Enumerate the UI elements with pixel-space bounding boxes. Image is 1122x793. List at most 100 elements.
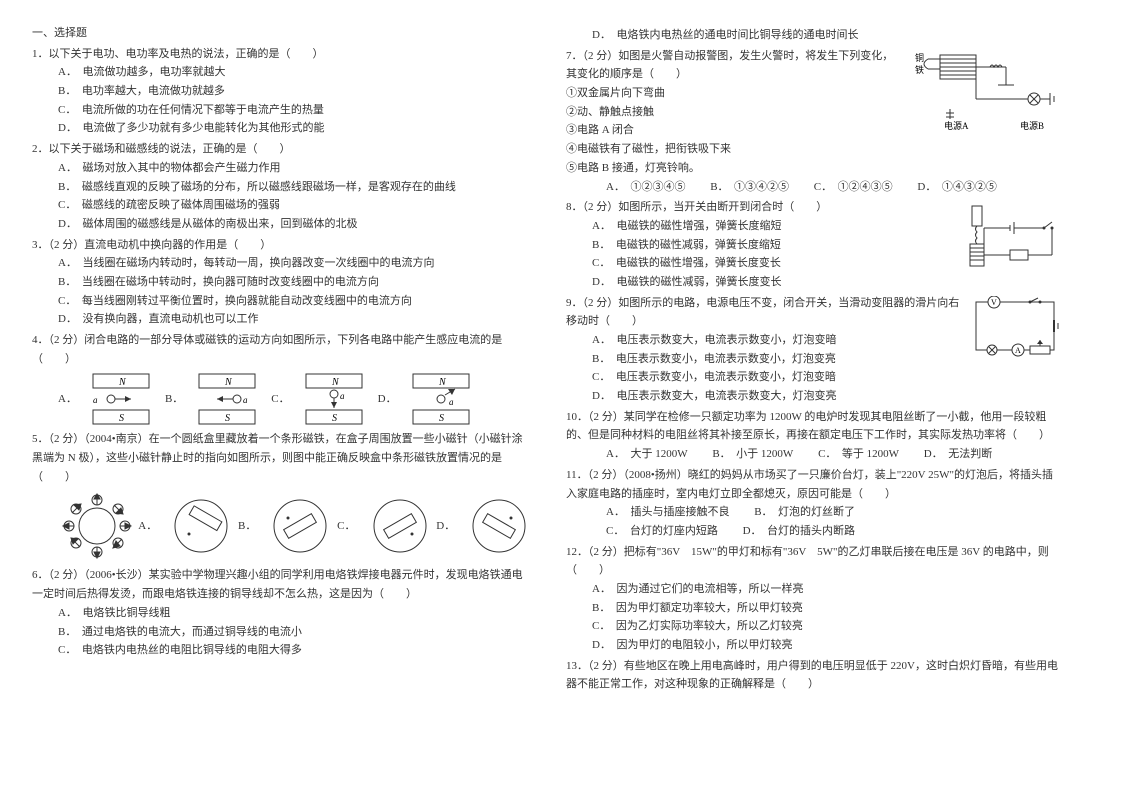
svg-text:S: S: [225, 413, 230, 424]
opt-c: C． 因为乙灯实际功率较大，所以乙灯较亮: [592, 617, 1064, 636]
question-7: 铜铁 电源A 电源B 7．（2 分）如图是火警自动报警图，发生火警时，将发生下列…: [566, 47, 1064, 197]
opt-c: C． 台灯的灯座内短路: [606, 522, 718, 541]
opt-d: D． 台灯的插头内断路: [743, 522, 855, 541]
q4-fig-b: N S a: [193, 372, 265, 426]
q5-box-a: [167, 496, 232, 556]
svg-text:a: a: [93, 395, 98, 405]
opt-d: D． 磁体周围的磁感线是从磁体的南极出来，回到磁体的北极: [58, 215, 530, 234]
question-2: 2．以下关于磁场和磁感线的说法，正确的是（ ） A． 磁场对放入其中的物体都会产…: [32, 140, 530, 233]
svg-text:A: A: [1015, 346, 1021, 355]
q-stem: 5．（2 分）（2004•南京）在一个圆纸盒里藏放着一个条形磁铁，在盒子周围放置…: [32, 430, 530, 486]
q5-box-c: [366, 496, 431, 556]
opt-b: B． 磁感线直观的反映了磁场的分布，所以磁感线跟磁场一样，是客观存在的曲线: [58, 178, 530, 197]
opt-b: B． 小于 1200W: [712, 445, 793, 464]
svg-text:a: a: [340, 391, 345, 401]
opt-a: A． ①②③④⑤: [606, 178, 685, 197]
question-4: 4．（2 分）闭合电路的一部分导体或磁铁的运动方向如图所示，下列各电路中能产生感…: [32, 331, 530, 426]
svg-text:铁: 铁: [915, 64, 924, 75]
opt-c: C． 电流所做的功在任何情况下都等于电流产生的热量: [58, 101, 530, 120]
opt-d: D． 电烙铁内电热丝的通电时间比铜导线的通电时间长: [592, 26, 1064, 45]
opt-c-label: C．: [271, 390, 289, 409]
opt-d: D． 电流做了多少功就有多少电能转化为其他形式的能: [58, 119, 530, 138]
q-stem: 11．（2 分）（2008•扬州）晓红的妈妈从市场买了一只廉价台灯，装上"220…: [566, 466, 1064, 503]
question-12: 12．（2 分）把标有"36V 15W"的甲灯和标有"36V 5W"的乙灯串联后…: [566, 543, 1064, 655]
q5-box-b: [266, 496, 331, 556]
opt-b: B． 灯泡的灯丝断了: [754, 503, 855, 522]
q5-compass-ring: [58, 490, 132, 562]
q-stem: 6．（2 分）（2006•长沙）某实验中学物理兴趣小组的同学利用电烙铁焊接电器元…: [32, 566, 530, 603]
svg-text:电源B: 电源B: [1020, 120, 1044, 131]
opt-d: D． 没有换向器，直流电动机也可以工作: [58, 310, 530, 329]
opt-a-label: A．: [58, 390, 77, 409]
q4-fig-d: N S a: [407, 372, 479, 426]
question-3: 3．（2 分）直流电动机中换向器的作用是（ ） A． 当线圈在磁场内转动时，每转…: [32, 236, 530, 329]
opt-b: B． 电功率越大，电流做功就越多: [58, 82, 530, 101]
opt-a: A． 当线圈在磁场内转动时，每转动一周，换向器改变一次线圈中的电流方向: [58, 254, 530, 273]
q7-line4: ④电磁铁有了磁性，把衔铁吸下来: [566, 140, 1064, 159]
opt-d: D． 无法判断: [924, 445, 992, 464]
q7-line5: ⑤电路 B 接通，灯亮铃响。: [566, 159, 1064, 178]
opt-c: C． 每当线圈刚转过平衡位置时，换向器就能自动改变线圈中的电流方向: [58, 292, 530, 311]
svg-text:N: N: [224, 377, 233, 388]
opt-b-label: B．: [238, 517, 256, 536]
svg-text:N: N: [118, 377, 127, 388]
q5-box-d: [465, 496, 530, 556]
opt-c: C． 电压表示数变小，电流表示数变小，灯泡变暗: [592, 368, 1064, 387]
opt-a-label: A．: [138, 517, 157, 536]
q4-figure-row: A． N S a B． N S: [58, 372, 530, 426]
question-6: 6．（2 分）（2006•长沙）某实验中学物理兴趣小组的同学利用电烙铁焊接电器元…: [32, 566, 530, 659]
opt-c: C． 磁感线的疏密反映了磁体周围磁场的强弱: [58, 196, 530, 215]
question-10: 10．（2 分）某同学在检修一只额定功率为 1200W 的电炉时发现其电阻丝断了…: [566, 408, 1064, 464]
q9-figure: V A: [970, 296, 1060, 364]
question-1: 1．以下关于电功、电功率及电热的说法，正确的是（ ） A． 电流做功越多，电功率…: [32, 45, 530, 138]
svg-text:铜: 铜: [915, 52, 924, 63]
q8-figure: [964, 200, 1060, 278]
question-13: 13．（2 分）有些地区在晚上用电高峰时，用户得到的电压明显低于 220V，这时…: [566, 657, 1064, 694]
opt-a: A． 电烙铁比铜导线粗: [58, 604, 530, 623]
q-stem: 12．（2 分）把标有"36V 15W"的甲灯和标有"36V 5W"的乙灯串联后…: [566, 543, 1064, 580]
question-9: V A 9．（2 分）如图所示的电路，电源电压不变，闭合开关，当滑动变阻器的滑片…: [566, 294, 1064, 406]
svg-text:a: a: [243, 395, 248, 405]
q7-figure: 铜铁 电源A 电源B: [910, 49, 1060, 137]
opt-c-label: C．: [337, 517, 355, 536]
q-stem: 1．以下关于电功、电功率及电热的说法，正确的是（ ）: [32, 45, 530, 64]
opt-b: B． 当线圈在磁场中转动时，换向器可随时改变线圈中的电流方向: [58, 273, 530, 292]
q-stem: 2．以下关于磁场和磁感线的说法，正确的是（ ）: [32, 140, 530, 159]
q4-fig-c: N S a: [300, 372, 372, 426]
q5-figure-row: A． B． C． D．: [58, 490, 530, 562]
svg-text:V: V: [991, 298, 997, 307]
opt-a: A． 磁场对放入其中的物体都会产生磁力作用: [58, 159, 530, 178]
opt-d-label: D．: [378, 390, 397, 409]
section-title: 一、选择题: [32, 24, 530, 43]
opt-c: C． ①②④③⑤: [814, 178, 893, 197]
question-8: 8．（2 分）如图所示，当开关由断开到闭合时（ ） A． 电磁铁的磁性增强，弹簧…: [566, 198, 1064, 291]
opt-b: B． 通过电烙铁的电流大，而通过铜导线的电流小: [58, 623, 530, 642]
opt-b: B． 因为甲灯额定功率较大，所以甲灯较亮: [592, 599, 1064, 618]
q-stem: 10．（2 分）某同学在检修一只额定功率为 1200W 的电炉时发现其电阻丝断了…: [566, 408, 1064, 445]
question-11: 11．（2 分）（2008•扬州）晓红的妈妈从市场买了一只廉价台灯，装上"220…: [566, 466, 1064, 541]
opt-a: A． 大于 1200W: [606, 445, 688, 464]
opt-c: C． 等于 1200W: [818, 445, 899, 464]
svg-text:a: a: [449, 397, 454, 407]
opt-d-label: D．: [436, 517, 455, 536]
opt-d: D． 因为甲灯的电阻较小，所以甲灯较亮: [592, 636, 1064, 655]
q-stem: 3．（2 分）直流电动机中换向器的作用是（ ）: [32, 236, 530, 255]
opt-a: A． 插头与插座接触不良: [606, 503, 729, 522]
q6-continued: D． 电烙铁内电热丝的通电时间比铜导线的通电时间长: [566, 26, 1064, 45]
q4-fig-a: N S a: [87, 372, 159, 426]
q-stem: 4．（2 分）闭合电路的一部分导体或磁铁的运动方向如图所示，下列各电路中能产生感…: [32, 331, 530, 368]
opt-d: D． ①④③②⑤: [917, 178, 996, 197]
svg-text:S: S: [332, 413, 337, 424]
opt-b: B． ①③④②⑤: [710, 178, 789, 197]
svg-text:N: N: [331, 377, 340, 388]
opt-a: A． 电流做功越多，电功率就越大: [58, 63, 530, 82]
opt-c: C． 电烙铁内电热丝的电阻比铜导线的电阻大得多: [58, 641, 530, 660]
svg-text:S: S: [439, 413, 444, 424]
q-stem: 13．（2 分）有些地区在晚上用电高峰时，用户得到的电压明显低于 220V，这时…: [566, 657, 1064, 694]
opt-b-label: B．: [165, 390, 183, 409]
svg-text:电源A: 电源A: [944, 120, 969, 131]
svg-text:N: N: [438, 377, 447, 388]
question-5: 5．（2 分）（2004•南京）在一个圆纸盒里藏放着一个条形磁铁，在盒子周围放置…: [32, 430, 530, 562]
opt-a: A． 因为通过它们的电流相等，所以一样亮: [592, 580, 1064, 599]
opt-d: D． 电压表示数变大，电流表示数变大，灯泡变亮: [592, 387, 1064, 406]
